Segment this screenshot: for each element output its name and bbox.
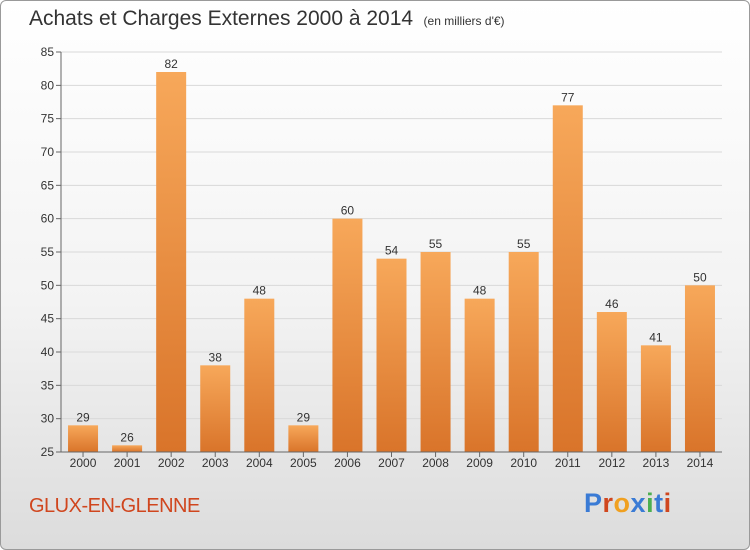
x-tick-label: 2008 bbox=[422, 456, 449, 470]
x-tick-label: 2011 bbox=[555, 456, 581, 470]
bar bbox=[200, 365, 231, 452]
x-tick-label: 2007 bbox=[378, 456, 405, 470]
x-tick-label: 2002 bbox=[158, 456, 185, 470]
bar bbox=[596, 312, 627, 452]
y-tick-label: 50 bbox=[41, 278, 55, 292]
data-label: 55 bbox=[517, 237, 531, 251]
x-tick-label: 2009 bbox=[466, 456, 493, 470]
bar bbox=[508, 252, 539, 452]
data-label: 50 bbox=[693, 270, 707, 284]
x-tick-label: 2005 bbox=[290, 456, 317, 470]
x-tick-label: 2000 bbox=[70, 456, 97, 470]
y-tick-label: 40 bbox=[41, 345, 55, 359]
x-tick-label: 2003 bbox=[202, 456, 229, 470]
data-label: 48 bbox=[473, 284, 487, 298]
logo-letter: i bbox=[646, 488, 655, 518]
chart-subtitle: (en milliers d'€) bbox=[423, 14, 505, 28]
y-tick-label: 30 bbox=[41, 412, 55, 426]
bar bbox=[464, 298, 495, 452]
data-label: 82 bbox=[164, 57, 178, 71]
logo-letter: r bbox=[602, 488, 614, 518]
logo-letter: P bbox=[584, 488, 603, 518]
data-label: 55 bbox=[429, 237, 443, 251]
bar bbox=[288, 425, 319, 452]
axes: 25 30 35 40 45 50 55 60 65 70 75 80 85 2000 2001 2002 20… bbox=[41, 45, 722, 470]
y-tick-label: 70 bbox=[41, 145, 55, 159]
bar bbox=[420, 252, 451, 452]
data-label: 29 bbox=[76, 410, 90, 424]
x-tick-label: 2004 bbox=[246, 456, 273, 470]
x-tick-label: 2010 bbox=[510, 456, 537, 470]
logo-letter: x bbox=[630, 488, 647, 518]
data-label: 48 bbox=[253, 284, 267, 298]
data-label: 77 bbox=[561, 90, 575, 104]
data-label: 41 bbox=[649, 330, 663, 344]
bar bbox=[332, 218, 363, 452]
y-tick-label: 55 bbox=[41, 245, 55, 259]
town-name: GLUX-EN-GLENNE bbox=[29, 495, 200, 517]
proxiti-logo: Proxiti bbox=[584, 488, 672, 519]
y-tick-label: 85 bbox=[41, 45, 55, 59]
y-tick-label: 65 bbox=[41, 178, 55, 192]
data-label: 60 bbox=[341, 204, 355, 218]
data-label: 54 bbox=[385, 244, 399, 258]
bar bbox=[112, 445, 143, 452]
x-tick-label: 2012 bbox=[598, 456, 625, 470]
logo-letter: o bbox=[613, 488, 631, 518]
data-label: 38 bbox=[209, 350, 223, 364]
bar bbox=[640, 345, 671, 452]
bar bbox=[376, 258, 407, 452]
title-row: Achats et Charges Externes 2000 à 2014 (… bbox=[29, 7, 505, 31]
y-tick-label: 80 bbox=[41, 78, 55, 92]
y-tick-label: 60 bbox=[41, 212, 55, 226]
data-label: 26 bbox=[120, 430, 134, 444]
x-tick-label: 2013 bbox=[643, 456, 670, 470]
x-tick-label: 2014 bbox=[687, 456, 714, 470]
data-labels: 29 26 82 38 48 29 60 54 55 48 55 77 46 41 50 bbox=[76, 57, 707, 444]
logo-letter: t bbox=[654, 488, 664, 518]
chart-title: Achats et Charges Externes 2000 à 2014 bbox=[29, 7, 414, 30]
data-label: 46 bbox=[605, 297, 619, 311]
y-tick-label: 25 bbox=[41, 445, 55, 459]
y-tick-label: 45 bbox=[41, 312, 55, 326]
bar bbox=[244, 298, 275, 452]
bars bbox=[68, 72, 715, 452]
bar bbox=[552, 105, 583, 452]
y-tick-label: 75 bbox=[41, 112, 55, 126]
bar bbox=[156, 72, 187, 452]
logo-letter: i bbox=[663, 488, 672, 518]
x-tick-label: 2006 bbox=[334, 456, 361, 470]
bar bbox=[68, 425, 99, 452]
bar bbox=[684, 285, 715, 452]
y-tick-label: 35 bbox=[41, 378, 55, 392]
data-label: 29 bbox=[297, 410, 311, 424]
x-tick-label: 2001 bbox=[114, 456, 141, 470]
